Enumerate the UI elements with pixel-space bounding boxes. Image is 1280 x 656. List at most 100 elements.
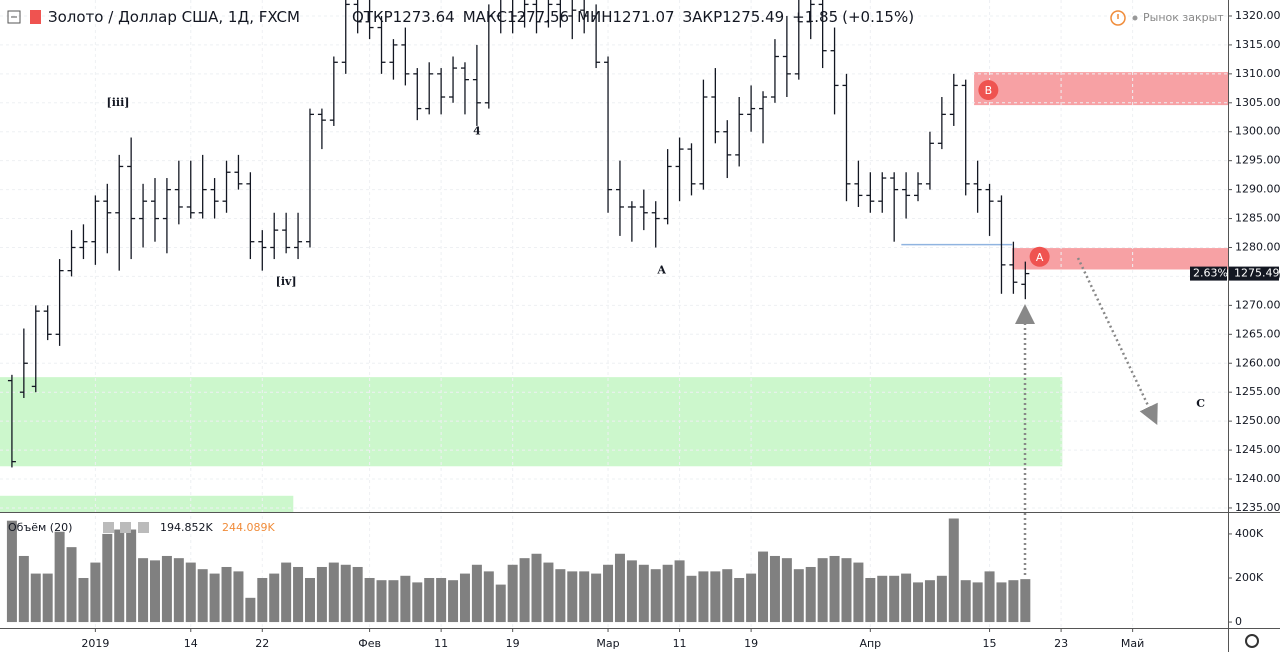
volume-bar [936, 575, 947, 623]
zone [0, 377, 1063, 467]
volume-bar [1020, 579, 1031, 623]
volume-bar [996, 582, 1007, 623]
y-tick-label: 1315.00 [1235, 38, 1280, 51]
volume-bar [54, 531, 65, 623]
volume-bar [829, 555, 840, 623]
volume-bar [304, 577, 315, 623]
change: +1.85 [792, 8, 839, 26]
volume-bar [424, 577, 435, 623]
volume-bar [579, 571, 590, 623]
y-tick-label: 1280.00 [1235, 240, 1280, 253]
stat-label: ОТКР [352, 8, 393, 26]
volume-bar [149, 560, 160, 623]
x-tick-label: 19 [506, 637, 520, 650]
stat: ЗАКР1275.49 [683, 8, 785, 26]
y-tick-label: 1250.00 [1235, 414, 1280, 427]
volume-bar [376, 580, 387, 623]
legend-icon[interactable] [138, 522, 149, 533]
volume-bar [352, 566, 363, 623]
y-tick-label: 1265.00 [1235, 327, 1280, 340]
stat-value: 1273.64 [392, 8, 455, 26]
volume-bar [889, 575, 900, 623]
volume-bar [901, 573, 912, 623]
last-price-note: 2.63% [1193, 267, 1228, 280]
alert-icon[interactable] [1110, 10, 1126, 26]
stat-label: МАКС [462, 8, 508, 26]
volume-bar [948, 518, 959, 623]
volume-bar [972, 582, 983, 623]
volume-bar [173, 558, 184, 623]
settings-icon[interactable] [1245, 634, 1259, 648]
stat-value: 1275.49 [722, 8, 785, 26]
y-tick-label: 200K [1235, 571, 1264, 584]
x-tick-label: 19 [744, 637, 758, 650]
volume-bar [400, 575, 411, 623]
volume-bar [924, 580, 935, 623]
volume-bar [436, 577, 447, 623]
volume-bar [555, 569, 566, 623]
legend-icon[interactable] [103, 522, 114, 533]
last-price-label: 1275.49 [1234, 267, 1280, 280]
volume-bar [471, 564, 482, 623]
badge-label: A [1036, 251, 1044, 264]
x-tick-label: 15 [983, 637, 997, 650]
x-tick-label: 11 [673, 637, 687, 650]
volume-bar [126, 529, 137, 623]
x-tick-label: 22 [255, 637, 269, 650]
volume-bar [877, 575, 888, 623]
x-tick-label: Фев [358, 637, 381, 650]
volume-bar [459, 573, 470, 623]
stat-value: 1271.07 [612, 8, 675, 26]
y-tick-label: 1305.00 [1235, 96, 1280, 109]
volume-bar [6, 520, 17, 623]
volume-bar [722, 569, 733, 623]
volume-bar [114, 529, 125, 623]
x-tick-label: Мар [596, 637, 619, 650]
volume-bar [686, 575, 697, 623]
volume-bar [483, 571, 494, 623]
volume-bar [650, 569, 661, 623]
volume-bar [769, 555, 780, 623]
stat: МАКС1277.56 [463, 8, 569, 26]
y-tick-label: 1255.00 [1235, 385, 1280, 398]
x-tick-label: 11 [434, 637, 448, 650]
volume-bar [412, 582, 423, 623]
stat-value: 1277.56 [507, 8, 570, 26]
x-tick-label: 23 [1054, 637, 1068, 650]
volume-bar [340, 564, 351, 623]
stat-label: ЗАКР [682, 8, 723, 26]
volume-bar [161, 555, 172, 623]
volume-legend-ma: 244.089K [222, 521, 275, 534]
wave-label: C [1196, 397, 1205, 410]
volume-bar [674, 560, 685, 623]
volume-bar [66, 547, 77, 623]
x-tick-label: 14 [184, 637, 198, 650]
volume-bar [805, 566, 816, 623]
stat: МИН1271.07 [577, 8, 674, 26]
volume-bar [185, 562, 196, 623]
volume-bar [567, 571, 578, 623]
volume-bar [758, 551, 769, 623]
volume-bar [793, 569, 804, 623]
symbol: Золото / Доллар США, 1Д, FXCM [48, 8, 300, 26]
y-tick-label: 1295.00 [1235, 154, 1280, 167]
volume-bar [90, 562, 101, 623]
volume-bar [316, 566, 327, 623]
volume-bar [18, 555, 29, 623]
volume-bar [960, 580, 971, 623]
volume-bar [734, 577, 745, 623]
volume-bar [746, 573, 757, 623]
legend-icon[interactable] [120, 522, 131, 533]
volume-bar [102, 533, 113, 623]
volume-bar [913, 582, 924, 623]
volume-bar [42, 573, 53, 623]
y-tick-label: 1245.00 [1235, 443, 1280, 456]
collapse-icon[interactable] [7, 10, 21, 24]
arrow [1076, 257, 1158, 426]
volume-bar [710, 571, 721, 623]
volume-bar [269, 573, 280, 623]
x-tick-label: Май [1121, 637, 1144, 650]
y-tick-label: 1320.00 [1235, 9, 1280, 22]
volume-bar [543, 562, 554, 623]
volume-bar [614, 553, 625, 623]
